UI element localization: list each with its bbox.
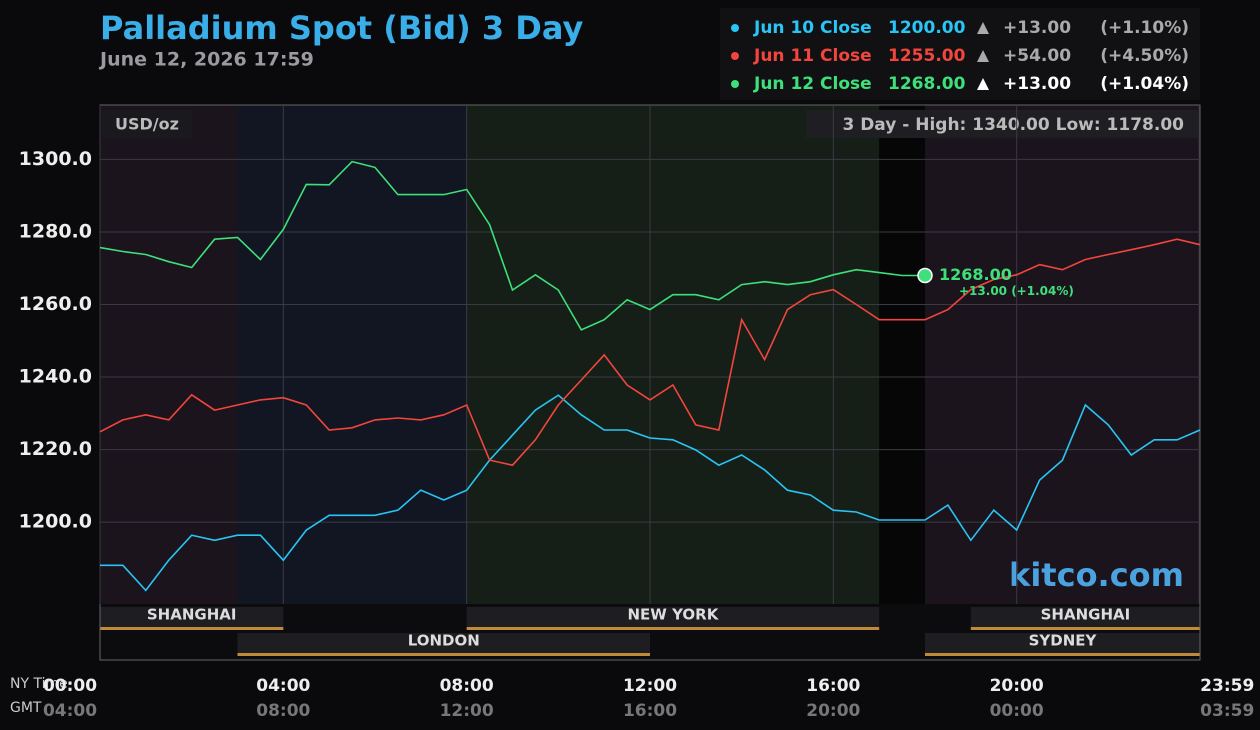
session-bar	[237, 633, 650, 655]
series-line	[99, 238, 1201, 467]
unit-box	[102, 110, 192, 138]
legend-dot	[731, 80, 739, 88]
legend-name: Jun 12 Close	[753, 74, 872, 94]
range-note: 3 Day - High: 1340.00 Low: 1178.00	[842, 115, 1184, 135]
legend-close: 1268.00	[888, 74, 966, 94]
legend-box	[720, 8, 1200, 100]
legend-name: Jun 10 Close	[753, 18, 872, 38]
x-tick-label: 23:59	[1200, 676, 1254, 696]
y-tick-label: 1240.0	[19, 366, 92, 388]
x-axis-label: NY Time	[10, 676, 68, 692]
x-tick-label: 16:00	[806, 676, 860, 696]
session-bg	[925, 105, 1200, 660]
session-line	[466, 627, 880, 630]
session-line	[970, 627, 1200, 630]
session-bar	[100, 607, 284, 629]
legend-arrow	[977, 78, 989, 90]
session-line	[237, 653, 650, 656]
x2-tick-label: 20:00	[806, 701, 860, 721]
legend-arrow	[977, 22, 989, 34]
legend-dot	[731, 24, 739, 32]
series-line	[100, 394, 1201, 592]
session-label: LONDON	[408, 632, 480, 650]
y-tick-label: 1260.0	[19, 293, 92, 315]
x-tick-label: 08:00	[440, 676, 494, 696]
x-tick-label: 20:00	[990, 676, 1044, 696]
session-line	[100, 627, 284, 630]
last-change: +13.00 (+1.04%)	[959, 284, 1074, 298]
session-line	[925, 653, 1200, 656]
session-bar	[466, 607, 880, 629]
session-bg	[879, 105, 925, 660]
legend-close: 1200.00	[888, 18, 966, 38]
legend-dot	[731, 52, 739, 60]
legend-change: +13.00	[1003, 74, 1071, 94]
legend-change-pct: (+1.10%)	[1100, 18, 1189, 38]
session-bg	[100, 105, 238, 660]
legend-close: 1255.00	[888, 46, 966, 66]
x2-tick-label: 03:59	[1200, 701, 1254, 721]
y-tick-label: 1200.0	[19, 511, 92, 533]
last-point	[917, 267, 933, 284]
x-tick-label: 04:00	[256, 676, 310, 696]
session-label: SHANGHAI	[1041, 606, 1131, 624]
y-tick-label: 1300.0	[19, 148, 92, 170]
x2-axis-label: GMT	[10, 700, 42, 716]
session-bar	[925, 633, 1200, 655]
x-tick-label: 12:00	[623, 676, 677, 696]
session-label: SHANGHAI	[147, 606, 237, 624]
y-tick-label: 1220.0	[19, 438, 92, 460]
x2-tick-label: 00:00	[990, 701, 1044, 721]
range-box	[806, 110, 1198, 138]
session-bar	[970, 607, 1200, 629]
session-bg	[237, 105, 467, 660]
legend-change: +54.00	[1003, 46, 1071, 66]
watermark: kitco.com	[1009, 556, 1184, 594]
last-label: 1268.00	[939, 265, 1012, 284]
chart-title: Palladium Spot (Bid) 3 Day	[100, 9, 583, 47]
y-unit: USD/oz	[115, 115, 179, 134]
y-tick-label: 1280.0	[19, 220, 92, 242]
x2-tick-label: 04:00	[43, 701, 97, 721]
legend-arrow	[977, 50, 989, 62]
legend-change-pct: (+4.50%)	[1100, 46, 1189, 66]
legend-change-pct: (+1.04%)	[1100, 74, 1189, 94]
session-bg	[466, 105, 880, 660]
legend-name: Jun 11 Close	[753, 46, 872, 66]
series-line	[99, 160, 925, 331]
x2-tick-label: 12:00	[440, 701, 494, 721]
x2-tick-label: 08:00	[256, 701, 310, 721]
session-label: SYDNEY	[1029, 632, 1098, 650]
x2-tick-label: 16:00	[623, 701, 677, 721]
legend-change: +13.00	[1003, 18, 1071, 38]
x-tick-label: 00:00	[43, 676, 97, 696]
subtitle: June 12, 2026 17:59	[98, 49, 314, 71]
session-label: NEW YORK	[628, 606, 720, 624]
